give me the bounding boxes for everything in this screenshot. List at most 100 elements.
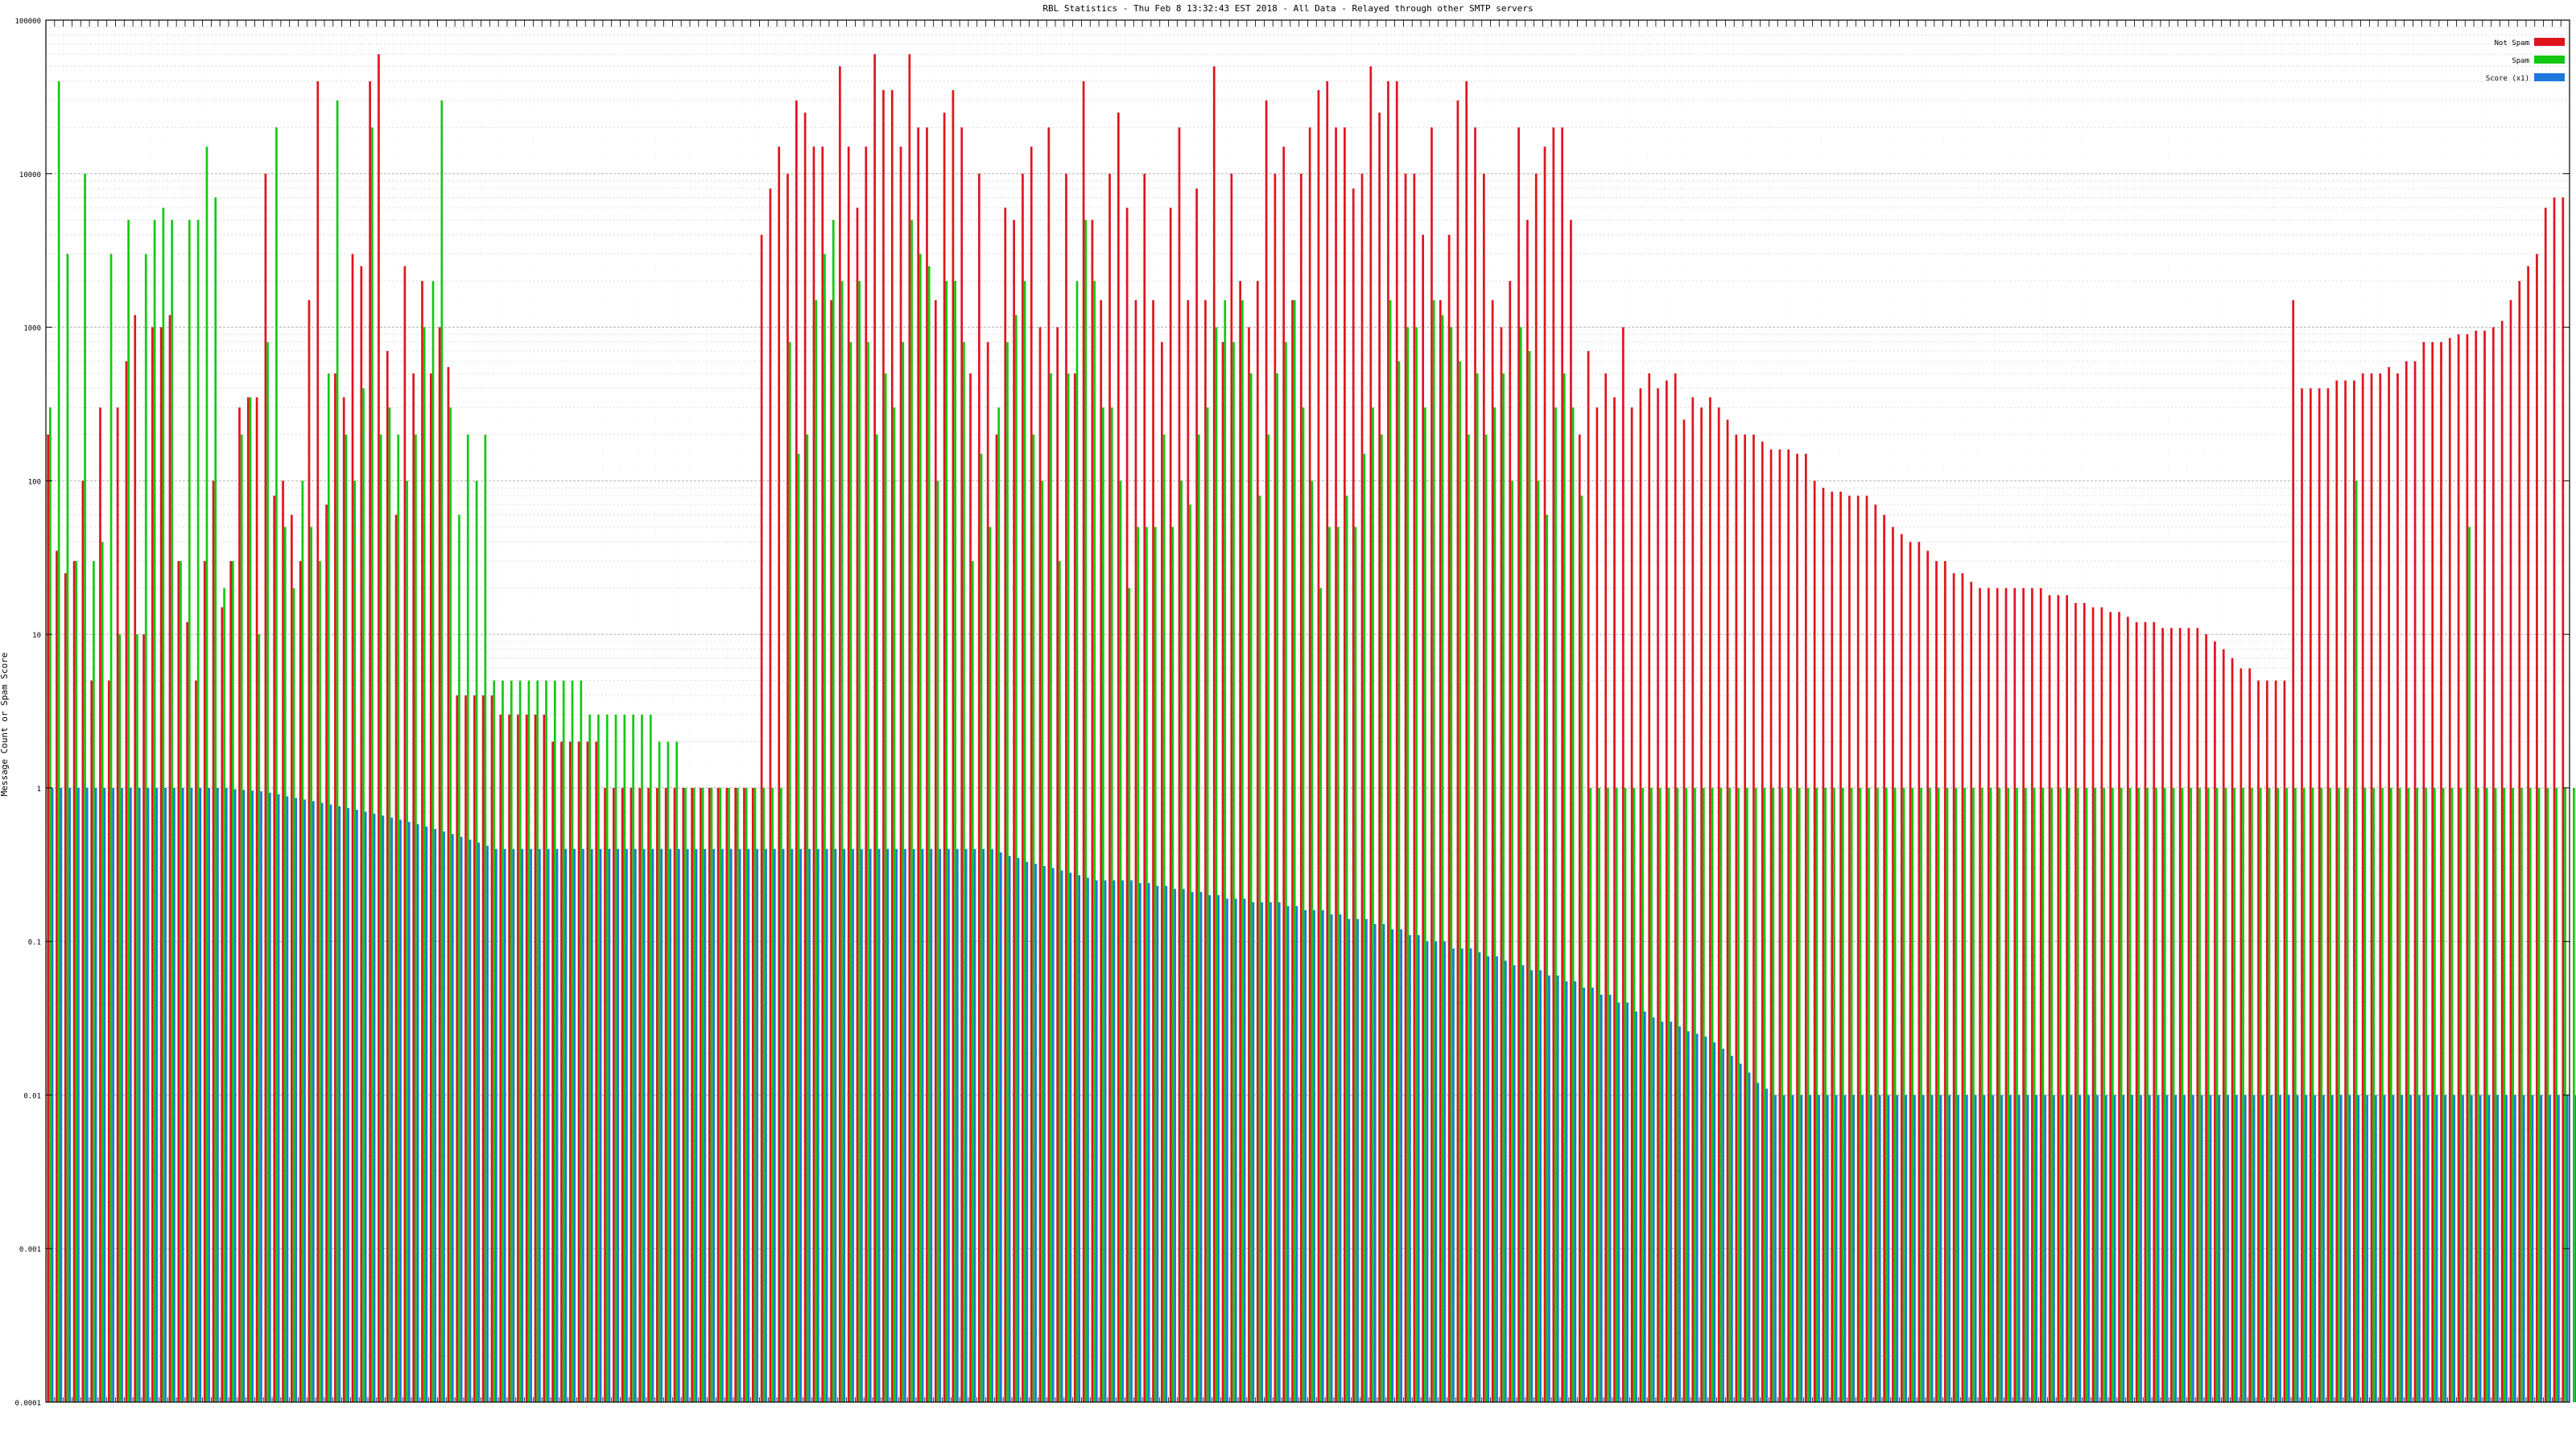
bar-spam <box>440 100 444 1402</box>
bar-not-spam <box>865 146 868 1403</box>
bar-spam <box>2555 787 2558 1402</box>
bar-spam <box>2277 787 2280 1402</box>
bar-spam <box>319 561 321 1402</box>
bar-not-spam <box>316 80 320 1402</box>
bar-score-x1 <box>1695 1033 1699 1402</box>
bar-not-spam <box>2265 680 2268 1402</box>
bar-score-x1 <box>555 848 559 1402</box>
bar-score-x1 <box>1400 929 1403 1402</box>
bar-not-spam <box>273 495 276 1402</box>
bar-spam <box>832 220 835 1403</box>
bar-spam <box>788 342 791 1402</box>
bar-spam <box>1380 434 1383 1402</box>
bar-score-x1 <box>1060 870 1063 1402</box>
bar-score-x1 <box>2104 1095 2107 1402</box>
bar-not-spam <box>1073 373 1076 1402</box>
bar-not-spam <box>1570 220 1572 1403</box>
bar-spam <box>93 561 95 1402</box>
bar-not-spam <box>99 407 101 1402</box>
bar-score-x1 <box>2261 1095 2264 1402</box>
bar-spam <box>753 787 757 1402</box>
bar-score-x1 <box>190 787 193 1402</box>
bar-spam <box>1075 281 1079 1402</box>
bar-not-spam <box>1752 434 1755 1402</box>
bar-score-x1 <box>1870 1095 1872 1402</box>
bar-score-x1 <box>2418 1095 2421 1402</box>
bar-not-spam <box>2422 342 2425 1402</box>
bar-not-spam <box>1265 100 1268 1402</box>
bar-not-spam <box>1596 407 1599 1402</box>
bar-spam <box>1372 407 1374 1402</box>
bar-score-x1 <box>2574 1095 2576 1402</box>
bar-spam <box>1441 315 1444 1403</box>
bar-score-x1 <box>1713 1042 1716 1402</box>
bar-spam <box>719 787 722 1402</box>
bar-score-x1 <box>1278 901 1281 1402</box>
bar-not-spam <box>429 373 432 1402</box>
bar-not-spam <box>2214 641 2216 1402</box>
bar-not-spam <box>638 787 642 1402</box>
bar-score-x1 <box>1835 1095 1838 1402</box>
bar-not-spam <box>2457 334 2460 1402</box>
bar-score-x1 <box>939 848 942 1402</box>
bar-score-x1 <box>2009 1095 2012 1402</box>
chart-title: RBL Statistics - Thu Feb 8 13:32:43 EST … <box>1042 3 1533 14</box>
bar-score-x1 <box>921 848 924 1402</box>
bar-score-x1 <box>1373 923 1377 1402</box>
bar-not-spam <box>2361 373 2364 1402</box>
bar-spam <box>475 481 478 1402</box>
bar-not-spam <box>2448 338 2451 1402</box>
bar-score-x1 <box>1078 875 1081 1402</box>
bar-spam <box>171 220 174 1403</box>
bar-spam <box>605 714 609 1402</box>
bar-score-x1 <box>590 848 593 1402</box>
bar-spam <box>2242 787 2244 1402</box>
y-tick-label: 0.001 <box>19 1246 41 1254</box>
bar-score-x1 <box>2366 1095 2368 1402</box>
bar-score-x1 <box>1670 1021 1673 1402</box>
bar-score-x1 <box>286 796 289 1402</box>
bar-spam <box>2041 787 2045 1402</box>
bar-spam <box>1850 787 1853 1402</box>
bar-score-x1 <box>930 848 933 1402</box>
legend-label: Spam <box>2512 57 2529 65</box>
bar-not-spam <box>682 787 685 1402</box>
bar-score-x1 <box>1556 975 1559 1402</box>
bar-score-x1 <box>2131 1095 2134 1402</box>
bar-score-x1 <box>539 848 541 1402</box>
bar-spam <box>806 434 809 1402</box>
bar-score-x1 <box>1635 1011 1637 1402</box>
bar-score-x1 <box>2557 1095 2560 1402</box>
bar-not-spam <box>1143 173 1146 1402</box>
bar-score-x1 <box>2183 1095 2186 1402</box>
bar-not-spam <box>2135 622 2138 1402</box>
bar-score-x1 <box>1208 895 1212 1402</box>
bar-spam <box>1511 481 1513 1402</box>
bar-score-x1 <box>2435 1095 2438 1402</box>
bar-score-x1 <box>155 787 159 1402</box>
bar-score-x1 <box>1322 910 1324 1402</box>
bar-not-spam <box>1787 449 1790 1402</box>
bar-spam <box>370 127 374 1403</box>
bar-spam <box>188 220 191 1403</box>
bar-score-x1 <box>1887 1095 1890 1402</box>
bar-not-spam <box>960 127 964 1403</box>
bar-score-x1 <box>1487 956 1490 1402</box>
bar-spam <box>910 220 913 1403</box>
bar-spam <box>1702 787 1705 1402</box>
bar-score-x1 <box>1818 1095 1820 1402</box>
bar-not-spam <box>116 407 119 1402</box>
bar-not-spam <box>2518 281 2521 1402</box>
bar-not-spam <box>1125 208 1129 1403</box>
bar-score-x1 <box>756 848 759 1402</box>
bar-spam <box>2024 787 2027 1402</box>
bar-score-x1 <box>1913 1095 1916 1402</box>
bar-not-spam <box>325 504 328 1402</box>
bar-not-spam <box>1282 146 1286 1403</box>
bar-score-x1 <box>2296 1095 2299 1402</box>
bar-not-spam <box>525 714 528 1402</box>
bar-score-x1 <box>2549 1095 2551 1402</box>
bar-spam <box>2450 787 2454 1402</box>
bar-not-spam <box>1509 281 1512 1402</box>
